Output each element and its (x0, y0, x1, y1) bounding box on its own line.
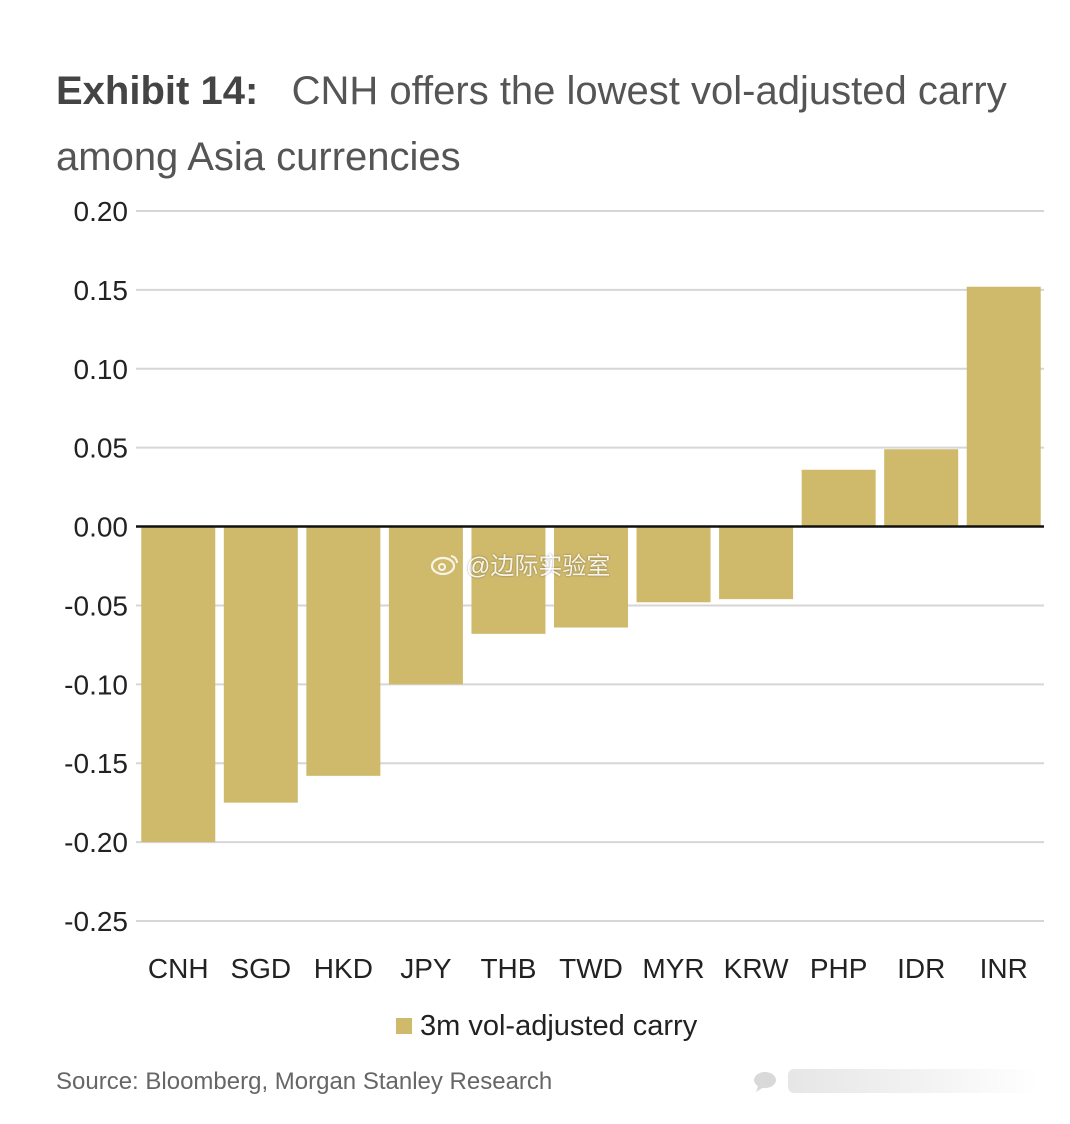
chart-title: Exhibit 14: CNH offers the lowest vol-ad… (56, 58, 1046, 190)
x-tick-label: PHP (810, 953, 868, 984)
x-tick-label: KRW (724, 953, 789, 984)
x-tick-label: JPY (400, 953, 452, 984)
corner-logo-blur (788, 1069, 1038, 1093)
y-tick-label: 0.05 (74, 433, 129, 464)
exhibit-label: Exhibit 14: (56, 69, 259, 113)
bar (801, 469, 876, 527)
y-tick-label: 0.10 (74, 354, 129, 385)
source-note: Source: Bloomberg, Morgan Stanley Resear… (56, 1068, 553, 1095)
title-text: CNH offers the lowest vol-adjusted carry… (56, 69, 1007, 179)
y-tick-label: 0.20 (74, 196, 129, 227)
bar (223, 526, 298, 803)
x-tick-label: INR (980, 953, 1028, 984)
x-tick-label: SGD (230, 953, 291, 984)
bar (719, 526, 794, 600)
y-tick-label: 0.15 (74, 275, 129, 306)
watermark-text: @边际实验室 (466, 553, 611, 580)
x-tick-label: HKD (314, 953, 373, 984)
x-tick-label: IDR (897, 953, 945, 984)
bar (554, 526, 628, 628)
legend-label: 3m vol-adjusted carry (420, 1009, 698, 1042)
bar (884, 449, 959, 527)
y-tick-label: -0.10 (64, 669, 128, 700)
corner-logo (752, 1062, 1042, 1100)
bar (471, 526, 546, 634)
legend: 3m vol-adjusted carry (396, 1006, 697, 1046)
legend-swatch (396, 1018, 412, 1034)
bar (141, 526, 216, 843)
x-tick-label: MYR (642, 953, 704, 984)
bar (388, 526, 463, 685)
x-tick-label: TWD (559, 953, 623, 984)
bar (966, 286, 1041, 527)
weibo-icon (430, 554, 459, 575)
watermark: @边际实验室 (430, 546, 610, 581)
y-tick-label: 0.00 (74, 512, 129, 543)
bar (636, 526, 711, 603)
y-tick-label: -0.20 (64, 827, 128, 858)
x-tick-label: CNH (148, 953, 209, 984)
y-tick-label: -0.15 (64, 748, 128, 779)
x-tick-label: THB (480, 953, 536, 984)
y-tick-label: -0.25 (64, 906, 128, 937)
chat-bubble-icon (754, 1072, 776, 1092)
y-tick-label: -0.05 (64, 590, 128, 621)
bar (306, 526, 381, 776)
